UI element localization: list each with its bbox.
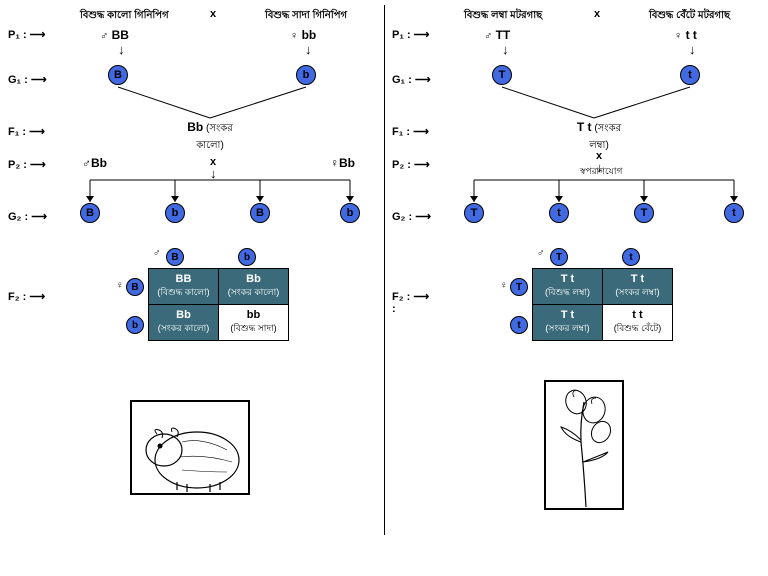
punnett-cell: bb(বিশুদ্ধ সাদা) xyxy=(219,305,289,341)
gamete-g2-2: T xyxy=(634,203,654,223)
gamete-g2-2: B xyxy=(250,203,270,223)
self-pollination-label: স্বপরাগযোগ xyxy=(580,164,622,179)
punnett-side-1: t xyxy=(510,316,528,334)
punnett-top-0: B xyxy=(166,248,184,266)
down-arrow-icon: ↓ xyxy=(210,166,217,181)
punnett-top-0: T xyxy=(550,248,568,266)
punnett-cell: Bb(সংকর কালো) xyxy=(219,269,289,305)
gamete-g2-1: t xyxy=(549,203,569,223)
f1-genotype: Bb (সংকর কালো) xyxy=(185,120,235,155)
punnett-cell: t t(বিশুদ্ধ বেঁটে) xyxy=(603,305,673,341)
gamete-g2-0: B xyxy=(80,203,100,223)
punnett-side-0: T xyxy=(510,278,528,296)
female-symbol: ♀ xyxy=(116,280,124,291)
male-symbol: ♂ xyxy=(153,248,161,259)
punnett-cell: T t(সংকর লম্বা) xyxy=(533,305,603,341)
pea-plant-image xyxy=(544,380,624,510)
punnett-cell: BB(বিশুদ্ধ কালো) xyxy=(149,269,219,305)
p2-female: ♀Bb xyxy=(330,156,355,170)
gamete-g2-3: b xyxy=(340,203,360,223)
punnett-side-1: b xyxy=(126,316,144,334)
left-cross-diagram: P₁ : ⟶ G₁ : ⟶ F₁ : ⟶ P₂ : ⟶ G₂ : ⟶ F₂ : … xyxy=(0,0,384,576)
punnett-square: BB(বিশুদ্ধ কালো) Bb(সংকর কালো) Bb(সংকর ক… xyxy=(148,268,289,341)
punnett-top-1: t xyxy=(622,248,640,266)
punnett-square: T t(বিশুদ্ধ লম্বা) T t(সংকর লম্বা) T t(স… xyxy=(532,268,673,341)
right-cross-diagram: P₁ : ⟶ G₁ : ⟶ F₁ : ⟶ P₂ : ⟶ G₂ : ⟶ F₂ : … xyxy=(384,0,768,576)
punnett-cell: T t(সংকর লম্বা) xyxy=(603,269,673,305)
punnett-side-0: B xyxy=(126,278,144,296)
gamete-g2-0: T xyxy=(464,203,484,223)
female-symbol: ♀ xyxy=(500,280,508,291)
label-f2: F₂ : ⟶: xyxy=(392,290,429,315)
guinea-pig-image xyxy=(130,400,250,495)
gamete-g2-1: b xyxy=(165,203,185,223)
p2-male: ♂Bb xyxy=(82,156,107,170)
punnett-cell: T t(বিশুদ্ধ লম্বা) xyxy=(533,269,603,305)
punnett-cell: Bb(সংকর কালো) xyxy=(149,305,219,341)
punnett-top-1: b xyxy=(238,248,256,266)
gamete-g2-3: t xyxy=(724,203,744,223)
male-symbol: ♂ xyxy=(537,248,545,259)
label-f2: F₂ : ⟶ xyxy=(8,290,45,303)
